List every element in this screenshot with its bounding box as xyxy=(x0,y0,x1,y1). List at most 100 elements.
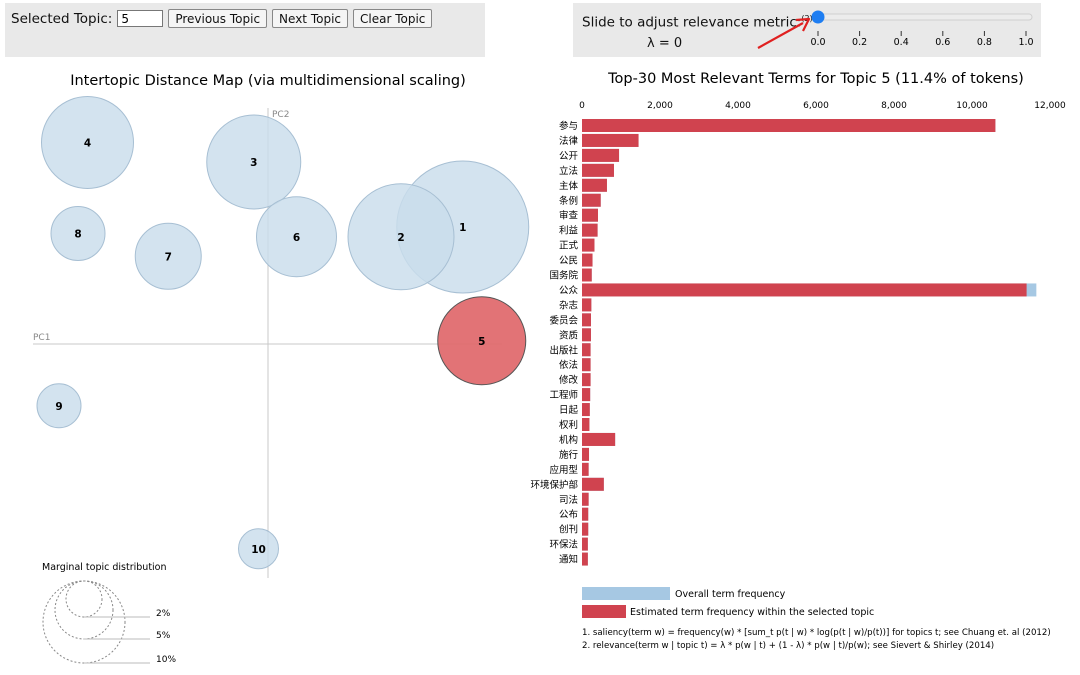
bar-selected[interactable] xyxy=(582,477,604,491)
bar-selected[interactable] xyxy=(582,358,591,372)
x-tick-label: 2,000 xyxy=(647,101,673,111)
term-label[interactable]: 条例 xyxy=(559,195,578,207)
term-label[interactable]: 工程师 xyxy=(549,389,578,401)
topic-circle-2[interactable] xyxy=(347,183,455,291)
bar-selected[interactable] xyxy=(582,268,592,282)
lambda-value-text: λ = 0 xyxy=(647,36,683,51)
topic-label-5[interactable]: 5 xyxy=(478,336,485,348)
bar-selected[interactable] xyxy=(582,403,590,417)
relevance-slider[interactable]: 0.0 0.2 0.4 0.6 0.8 1.0 xyxy=(810,10,1034,49)
topic-circle-6[interactable] xyxy=(256,196,337,278)
topic-circle-5[interactable] xyxy=(437,296,527,386)
topic-label-1[interactable]: 1 xyxy=(459,222,466,234)
term-label[interactable]: 出版社 xyxy=(549,344,578,356)
legend-selected-swatch xyxy=(582,605,626,618)
term-label[interactable]: 公开 xyxy=(559,151,579,162)
term-label[interactable]: 日起 xyxy=(559,405,579,416)
term-label[interactable]: 立法 xyxy=(559,165,578,177)
bar-selected[interactable] xyxy=(582,223,598,237)
footnote-relevance: 2. relevance(term w | topic t) = λ * p(w… xyxy=(582,641,994,651)
bar-selected[interactable] xyxy=(582,163,614,177)
bar-selected[interactable] xyxy=(582,148,620,162)
intertopic-map-title: Intertopic Distance Map (via multidimens… xyxy=(70,73,466,89)
bar-selected[interactable] xyxy=(582,537,588,551)
term-label[interactable]: 法律 xyxy=(559,135,579,147)
bar-selected[interactable] xyxy=(582,193,601,207)
topic-circle-10[interactable] xyxy=(238,528,279,570)
bar-chart-x-axis: 0 2,000 4,000 6,000 8,000 10,000 12,000 xyxy=(579,101,1066,111)
bar-selected[interactable] xyxy=(582,178,607,192)
term-label[interactable]: 权利 xyxy=(559,419,578,431)
term-label[interactable]: 机构 xyxy=(559,434,578,446)
topic-label-9[interactable]: 9 xyxy=(55,401,62,413)
bar-selected[interactable] xyxy=(582,253,593,267)
term-label[interactable]: 审查 xyxy=(559,210,579,222)
bar-selected[interactable] xyxy=(582,373,591,387)
bar-selected[interactable] xyxy=(582,552,588,566)
bar-selected[interactable] xyxy=(582,522,589,536)
slider-handle[interactable] xyxy=(811,10,825,24)
topic-control-panel: Selected Topic: Previous Topic Next Topi… xyxy=(5,3,485,57)
term-label[interactable]: 公众 xyxy=(559,285,579,296)
term-label[interactable]: 资质 xyxy=(559,329,579,341)
bar-selected[interactable] xyxy=(582,328,591,342)
topic-label-2[interactable]: 2 xyxy=(397,232,404,244)
bar-selected[interactable] xyxy=(582,313,591,327)
topic-circle-4[interactable] xyxy=(41,96,134,189)
bar-selected[interactable] xyxy=(582,432,616,446)
term-label[interactable]: 创刊 xyxy=(559,524,578,536)
topic-circle-3[interactable] xyxy=(206,114,302,210)
topic-label-7[interactable]: 7 xyxy=(165,251,172,263)
topic-circles: 1 2 3 4 5 6 7 8 9 10 xyxy=(36,96,530,570)
bar-selected[interactable] xyxy=(582,507,589,521)
topic-circle-9[interactable] xyxy=(36,383,82,429)
bar-selected[interactable] xyxy=(582,208,598,222)
topic-label-6[interactable]: 6 xyxy=(293,232,300,244)
topic-circle-7[interactable] xyxy=(134,222,202,290)
bar-selected[interactable] xyxy=(582,238,595,252)
clear-topic-button[interactable]: Clear Topic xyxy=(353,9,433,28)
term-label[interactable]: 通知 xyxy=(559,554,578,566)
selected-topic-label: Selected Topic: xyxy=(11,10,113,27)
bar-selected[interactable] xyxy=(582,298,592,312)
term-bars xyxy=(582,119,1037,566)
term-label[interactable]: 利益 xyxy=(559,225,579,237)
slider-track[interactable] xyxy=(817,13,1033,21)
bar-chart-title: Top-30 Most Relevant Terms for Topic 5 (… xyxy=(607,71,1024,87)
term-label[interactable]: 司法 xyxy=(559,494,578,506)
bar-selected[interactable] xyxy=(582,462,589,476)
bar-selected[interactable] xyxy=(582,492,589,506)
bar-selected[interactable] xyxy=(582,343,591,357)
topic-label-10[interactable]: 10 xyxy=(251,544,266,556)
bar-selected[interactable] xyxy=(582,119,996,132)
bar-selected[interactable] xyxy=(582,418,590,431)
next-topic-button[interactable]: Next Topic xyxy=(272,9,348,28)
term-label[interactable]: 主体 xyxy=(559,180,579,192)
selected-topic-input[interactable] xyxy=(117,10,164,27)
topic-label-8[interactable]: 8 xyxy=(74,229,81,241)
term-label[interactable]: 修改 xyxy=(559,374,579,386)
topic-label-4[interactable]: 4 xyxy=(84,138,91,150)
term-label[interactable]: 依法 xyxy=(559,359,578,371)
slider-tick-label: 0.0 xyxy=(810,37,825,48)
term-label[interactable]: 委员会 xyxy=(549,314,578,326)
bar-selected[interactable] xyxy=(582,133,639,147)
term-label[interactable]: 参与 xyxy=(559,120,578,132)
topic-label-3[interactable]: 3 xyxy=(250,157,257,169)
term-label[interactable]: 应用型 xyxy=(549,464,578,476)
bar-selected[interactable] xyxy=(582,388,591,402)
pc1-axis-label: PC1 xyxy=(33,333,50,343)
bar-selected[interactable] xyxy=(582,283,1027,297)
bar-selected[interactable] xyxy=(582,447,590,461)
term-label[interactable]: 公民 xyxy=(559,256,578,267)
term-label[interactable]: 环境保护部 xyxy=(530,479,578,491)
term-label[interactable]: 正式 xyxy=(559,240,579,252)
marginal-distribution-title: Marginal topic distribution xyxy=(42,562,167,573)
term-label[interactable]: 杂志 xyxy=(559,299,578,311)
term-label[interactable]: 公布 xyxy=(559,509,578,521)
previous-topic-button[interactable]: Previous Topic xyxy=(168,9,268,28)
term-label[interactable]: 环保法 xyxy=(549,539,578,551)
term-label[interactable]: 国务院 xyxy=(549,270,578,282)
topic-circle-8[interactable] xyxy=(50,206,106,261)
term-label[interactable]: 施行 xyxy=(559,449,579,461)
